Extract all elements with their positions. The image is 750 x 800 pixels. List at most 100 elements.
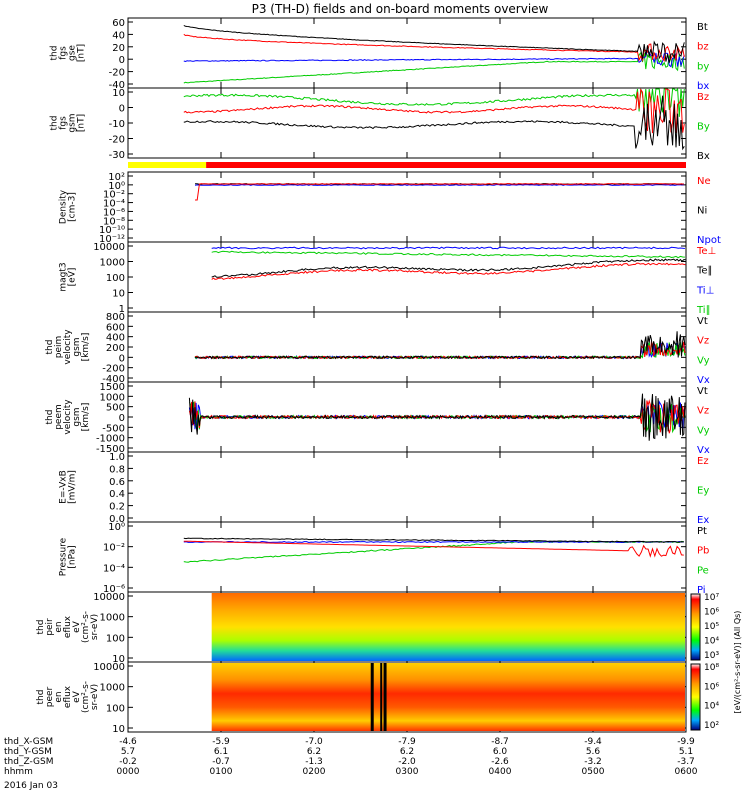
footer-value: -7.0	[305, 737, 323, 747]
y-tick-label: 10⁻⁶	[103, 207, 125, 218]
y-axis-label: thd	[36, 690, 46, 705]
y-tick-label: 10	[112, 289, 125, 300]
colorbar-tick: 10⁷	[704, 593, 719, 603]
legend-entry: Vy	[697, 355, 710, 366]
trace-pb	[183, 540, 684, 558]
y-tick-label: 1000	[100, 683, 125, 694]
footer-value: -0.2	[119, 757, 137, 767]
panel-frame-density	[127, 171, 687, 243]
y-axis-label: en	[54, 691, 64, 702]
data-gap	[370, 663, 374, 731]
y-tick-label: 10000	[93, 592, 125, 603]
y-tick-label: 1000	[100, 258, 125, 269]
electron-colorbar	[690, 663, 701, 731]
legend-entry: Ex	[697, 515, 709, 526]
legend-entry: Ez	[697, 456, 709, 467]
y-tick-label: 10000	[93, 242, 125, 253]
y-tick-label: 0.6	[109, 477, 125, 488]
colorbar-tick: 10²	[704, 721, 719, 731]
y-tick-label: 0	[119, 353, 125, 364]
legend-entry: Vt	[697, 316, 708, 327]
y-axis-label: [nPa]	[68, 545, 78, 568]
trace-npot	[194, 184, 684, 186]
trace-pe	[183, 540, 684, 563]
y-tick-label: 10⁻⁶	[103, 584, 125, 595]
y-tick-label: 10⁻²	[103, 543, 125, 554]
y-axis-label: eflux	[63, 615, 73, 638]
y-tick-label: 10⁻¹²	[99, 234, 125, 245]
y-tick-label: 800	[106, 312, 125, 323]
y-tick-label: 200	[106, 343, 125, 354]
legend-entry: Vy	[697, 425, 710, 436]
y-tick-label: -20	[109, 68, 125, 79]
trace-gsm-bx	[183, 95, 685, 151]
trace-ti-para	[211, 250, 685, 259]
legend-entry: Vz	[697, 336, 709, 347]
legend-entry: Vt	[697, 386, 708, 397]
trace-electron-v	[188, 393, 686, 441]
colorbar-tick: 10⁸	[704, 663, 719, 673]
y-tick-label: -10	[109, 119, 125, 130]
legend-entry: Pt	[697, 526, 707, 537]
legend-entry: Pb	[697, 546, 709, 557]
y-tick-label: 100	[106, 633, 125, 644]
legend-entry: Ne	[697, 176, 711, 187]
y-axis-label: gsm	[72, 407, 82, 426]
legend-entry: Pe	[697, 565, 709, 576]
data-gap	[380, 663, 383, 731]
legend-entry: Ti∥	[696, 305, 711, 316]
y-axis-label: peim	[54, 336, 64, 359]
y-tick-label: -200	[102, 364, 125, 375]
footer-value: -9.4	[584, 737, 602, 747]
footer-value: -4.6	[119, 737, 137, 747]
colorbar-tick: 10⁵	[704, 622, 719, 632]
y-axis-label: (cm²-s-	[81, 681, 91, 713]
y-tick-label: 1500	[100, 382, 125, 393]
y-axis-label: [km/s]	[81, 403, 91, 432]
y-axis-label: velocity	[63, 399, 73, 435]
y-tick-label: 0	[119, 413, 125, 424]
y-tick-label: 100	[106, 703, 125, 714]
y-axis-label: magt3	[59, 262, 69, 291]
y-tick-label: 600	[106, 322, 125, 333]
legend-entry: Npot	[697, 235, 721, 246]
y-axis-label: thd	[45, 410, 55, 425]
y-tick-label: 10⁻²	[103, 190, 125, 201]
y-tick-label: 20	[112, 43, 125, 54]
panel-frame-fgs-gsm	[127, 87, 687, 159]
colorbar-tick: 10⁶	[704, 608, 719, 618]
y-tick-label: 100	[106, 273, 125, 284]
y-axis-label: [nT]	[77, 114, 87, 132]
y-tick-label: -400	[102, 374, 125, 385]
trace-pt	[183, 537, 684, 543]
y-axis-label: gse	[68, 45, 78, 61]
legend-entry: Vx	[697, 445, 710, 456]
panel-frame-efield	[127, 451, 687, 523]
y-axis-label: [km/s]	[81, 333, 91, 362]
footer-value: -3.7	[677, 757, 695, 767]
footer-value: 0100	[210, 767, 233, 777]
footer-value: 0500	[582, 767, 605, 777]
ion-colorbar	[690, 593, 701, 661]
y-axis-label: Pressure	[59, 537, 69, 576]
trace-bx	[183, 49, 685, 68]
y-tick-label: 0.0	[109, 514, 125, 525]
y-tick-label: 1000	[100, 392, 125, 403]
y-axis-label: gsm	[72, 337, 82, 356]
legend-entry: Pi	[697, 585, 706, 596]
panel-frame-ion-velocity	[127, 311, 687, 383]
footer-value: 6.2	[400, 747, 414, 757]
y-axis-label: Density	[59, 189, 69, 224]
y-axis-label: en	[54, 621, 64, 632]
y-tick-label: 400	[106, 333, 125, 344]
panel-frame-pressure	[127, 521, 687, 593]
y-axis-label: thd	[50, 116, 60, 131]
footer-row-label: hhmm	[4, 767, 33, 777]
colorbar-tick: 10³	[704, 651, 719, 661]
y-tick-label: 10⁰	[108, 181, 125, 192]
y-tick-label: 60	[112, 18, 125, 29]
footer-value: -0.7	[212, 757, 230, 767]
chart-title: P3 (TH-D) fields and on-board moments ov…	[252, 2, 549, 16]
y-tick-label: 1000	[100, 613, 125, 624]
y-tick-label: 0.2	[109, 502, 125, 513]
